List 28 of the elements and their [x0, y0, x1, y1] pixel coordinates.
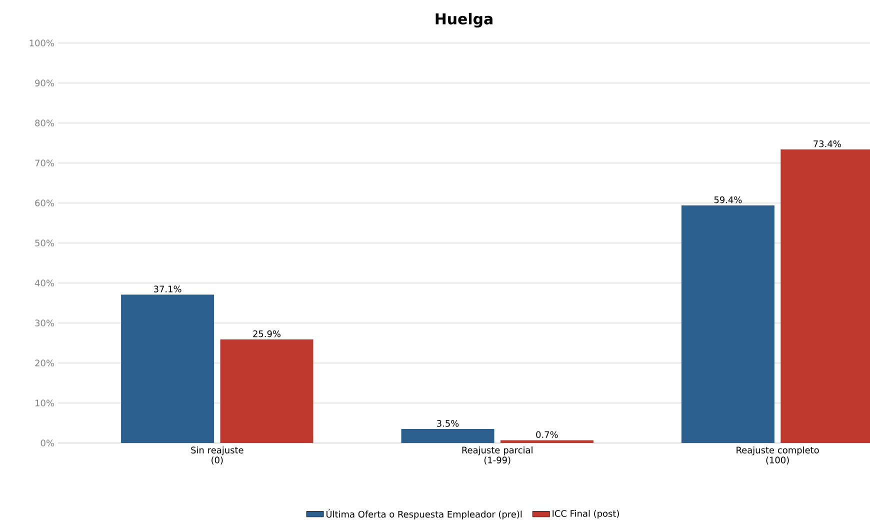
y-tick-label: 80% [35, 120, 54, 126]
chart-title: Huelga [436, 12, 492, 28]
y-tick-label: 60% [35, 200, 54, 206]
y-tick-label: 0% [40, 440, 54, 446]
data-label: 0.7% [536, 431, 558, 438]
legend-label: ICC Final (post) [552, 510, 619, 519]
bar [500, 440, 594, 443]
data-label: 59.4% [714, 196, 742, 204]
y-tick-label: 40% [34, 280, 54, 286]
bar [121, 294, 214, 443]
y-tick-label: 20% [35, 360, 54, 366]
y-tick-label: 70% [35, 160, 54, 166]
bar [681, 205, 774, 443]
bar [401, 429, 494, 443]
y-tick-label: 100% [30, 40, 54, 46]
y-tick-label: 30% [35, 320, 54, 326]
data-label: 73.4% [814, 140, 841, 148]
data-label: 37.1% [154, 286, 182, 292]
data-label: 3.5% [437, 420, 459, 427]
x-tick-label: Reajuste completo (100) [736, 446, 819, 464]
legend-label: Última Oferta o Respuesta Empleador (pre)l [326, 509, 522, 520]
data-label: 25.9% [253, 330, 280, 338]
y-tick-label: 90% [35, 80, 54, 86]
x-tick-label: Reajuste parcial (1-99) [462, 446, 532, 464]
x-tick-label: Sin reajuste (0) [191, 446, 244, 464]
y-tick-label: 50% [35, 240, 54, 246]
y-tick-label: 10% [36, 400, 54, 406]
bar [220, 339, 314, 443]
